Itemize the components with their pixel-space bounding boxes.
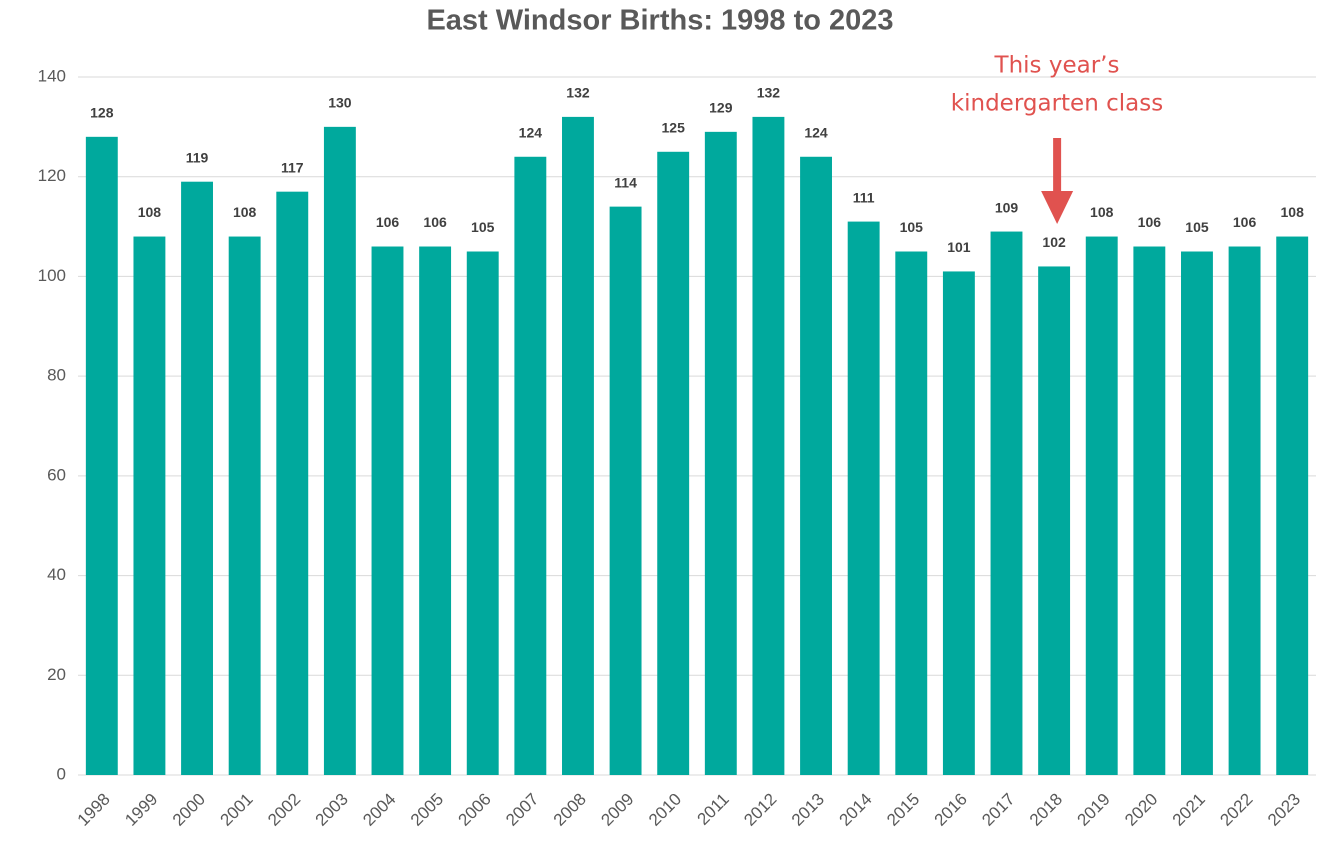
annotation-text: kindergarten class bbox=[951, 91, 1163, 117]
x-tick-label: 1998 bbox=[74, 790, 114, 830]
y-tick-label: 0 bbox=[57, 764, 66, 783]
x-tick-label: 2020 bbox=[1121, 790, 1161, 830]
bar bbox=[1133, 246, 1166, 775]
y-tick-label: 60 bbox=[47, 465, 66, 484]
bar bbox=[514, 156, 547, 775]
y-tick-label: 20 bbox=[47, 665, 66, 684]
value-label: 132 bbox=[566, 85, 590, 101]
y-tick-label: 140 bbox=[38, 66, 66, 85]
value-label: 119 bbox=[186, 149, 209, 165]
bar bbox=[990, 231, 1023, 776]
x-tick-label: 2003 bbox=[312, 790, 352, 830]
bar bbox=[800, 156, 832, 775]
value-label: 108 bbox=[1090, 204, 1114, 220]
bar bbox=[133, 236, 166, 776]
value-label: 129 bbox=[709, 100, 733, 116]
bar bbox=[1228, 246, 1261, 775]
x-tick-label: 2021 bbox=[1169, 790, 1209, 830]
x-tick-label: 2013 bbox=[788, 790, 828, 830]
bar bbox=[466, 251, 499, 775]
bar bbox=[752, 116, 785, 775]
y-tick-label: 80 bbox=[47, 366, 66, 385]
x-tick-label: 2010 bbox=[645, 790, 685, 830]
bar bbox=[942, 271, 975, 775]
y-tick-label: 100 bbox=[38, 266, 66, 285]
bar bbox=[609, 206, 642, 776]
x-tick-label: 2004 bbox=[359, 790, 399, 830]
x-tick-label: 2012 bbox=[740, 790, 780, 830]
x-tick-label: 2014 bbox=[835, 790, 875, 830]
x-tick-label: 2023 bbox=[1264, 790, 1304, 830]
x-tick-label: 2006 bbox=[455, 790, 495, 830]
bar bbox=[228, 236, 261, 776]
value-label: 105 bbox=[471, 219, 495, 235]
bar bbox=[562, 116, 594, 775]
chart-title: East Windsor Births: 1998 to 2023 bbox=[426, 5, 893, 37]
x-tick-label: 2008 bbox=[550, 790, 590, 830]
y-tick-label: 120 bbox=[38, 166, 66, 185]
bar bbox=[276, 191, 309, 775]
value-label: 111 bbox=[853, 189, 875, 205]
x-tick-label: 2000 bbox=[169, 790, 209, 830]
value-label: 106 bbox=[423, 214, 447, 230]
x-tick-label: 2019 bbox=[1074, 790, 1114, 830]
x-tick-label: 2002 bbox=[264, 790, 304, 830]
bar bbox=[657, 151, 690, 776]
x-tick-label: 2007 bbox=[502, 790, 542, 830]
bar bbox=[1276, 236, 1309, 776]
value-label: 109 bbox=[995, 199, 1019, 215]
value-label: 132 bbox=[757, 85, 781, 101]
bar bbox=[85, 136, 118, 776]
x-tick-label: 2015 bbox=[883, 790, 923, 830]
bar bbox=[1085, 236, 1118, 776]
value-label: 106 bbox=[376, 214, 400, 230]
x-tick-label: 2005 bbox=[407, 790, 447, 830]
bar bbox=[847, 221, 880, 776]
x-tick-label: 2022 bbox=[1216, 790, 1256, 830]
bar bbox=[181, 181, 213, 775]
value-label: 108 bbox=[1281, 204, 1305, 220]
value-label: 101 bbox=[947, 239, 971, 255]
value-label: 114 bbox=[614, 174, 637, 190]
value-label: 124 bbox=[519, 124, 543, 140]
x-tick-label: 2009 bbox=[597, 790, 637, 830]
bar bbox=[895, 251, 928, 775]
value-label: 105 bbox=[1185, 219, 1209, 235]
x-tick-label: 2018 bbox=[1026, 790, 1066, 830]
x-tick-label: 2017 bbox=[978, 790, 1018, 830]
value-label: 108 bbox=[138, 204, 162, 220]
x-tick-label: 2001 bbox=[216, 790, 256, 830]
bar bbox=[1038, 266, 1071, 775]
bar bbox=[419, 246, 452, 775]
value-label: 105 bbox=[900, 219, 924, 235]
bar bbox=[371, 246, 404, 775]
annotation-arrow-head bbox=[1041, 191, 1074, 224]
x-tick-label: 2011 bbox=[694, 790, 733, 829]
value-label: 117 bbox=[281, 159, 304, 175]
value-label: 106 bbox=[1233, 214, 1257, 230]
value-label: 130 bbox=[328, 95, 352, 111]
bar bbox=[323, 126, 356, 776]
bar bbox=[704, 131, 737, 776]
annotation-text: This year’s bbox=[994, 53, 1120, 79]
value-label: 106 bbox=[1138, 214, 1162, 230]
value-label: 108 bbox=[233, 204, 257, 220]
value-label: 128 bbox=[90, 105, 114, 121]
annotation-arrow-shaft bbox=[1053, 138, 1062, 193]
value-label: 102 bbox=[1042, 234, 1066, 250]
x-tick-label: 2016 bbox=[931, 790, 971, 830]
x-tick-label: 1999 bbox=[121, 790, 161, 830]
value-label: 125 bbox=[662, 119, 686, 135]
value-label: 124 bbox=[804, 124, 828, 140]
y-tick-label: 40 bbox=[47, 565, 66, 584]
bar bbox=[1181, 251, 1213, 775]
